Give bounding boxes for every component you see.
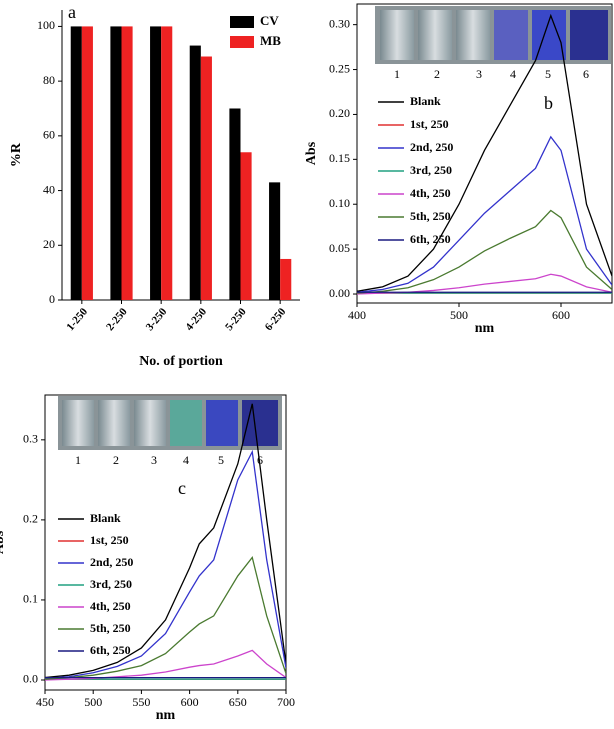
chart-panel: 0.00 0.05 0.10 0.15 0.20 0.25 0.30 Abs nm 400 500 6… [304, 3, 613, 336]
inset-label: 4 [183, 453, 189, 467]
line-series [45, 449, 286, 680]
y-tick-label: 0.0 [23, 672, 38, 686]
bar [161, 26, 173, 300]
y-tick-label: 40 [43, 182, 55, 196]
x-tick-label: 600 [552, 308, 570, 322]
y-tick-label: 0 [49, 292, 55, 306]
bar [110, 26, 122, 300]
bar [70, 26, 82, 300]
legend-label: 4th, 250 [90, 599, 131, 613]
legend-label: Blank [410, 94, 441, 108]
y-tick-label: 0.30 [329, 16, 350, 30]
bar [189, 45, 201, 300]
x-tick-label: 3-250 [144, 305, 170, 333]
panel-label: a [68, 2, 76, 22]
photo-inset [375, 6, 611, 64]
x-axis-label: No. of portion [139, 354, 223, 369]
chart-panel: 0.0 0.1 0.2 0.3 Abs nm 450 500 550 600 650 700 1 2 3 4 5… [0, 394, 295, 723]
inset-label: 6 [583, 67, 589, 81]
x-axis-label: nm [156, 708, 176, 723]
inset-label: 3 [476, 67, 482, 81]
y-tick-label: 0.20 [329, 106, 350, 120]
x-tick-label: 600 [181, 695, 199, 709]
inset-label: 5 [218, 453, 224, 467]
legend-label: 3rd, 250 [90, 577, 132, 591]
line-series [357, 135, 612, 293]
legend-label: 6th, 250 [90, 643, 131, 657]
line-series [45, 403, 286, 679]
plot-frame [356, 3, 613, 304]
y-tick-label: 80 [43, 73, 55, 87]
bar [229, 108, 241, 300]
legend-label: 5th, 250 [410, 209, 451, 223]
y-axis-label: Abs [0, 530, 7, 554]
x-axis-label: nm [475, 321, 495, 336]
plot-frame [44, 394, 287, 691]
x-tick-label: 400 [348, 308, 366, 322]
line-series [357, 209, 612, 294]
bar [150, 26, 162, 300]
legend-label: 1st, 250 [90, 533, 129, 547]
legend-swatch [230, 16, 254, 28]
y-tick-label: 0.3 [23, 432, 38, 446]
legend-label: Blank [90, 511, 121, 525]
inset-label: 5 [545, 67, 551, 81]
x-tick-label: 500 [84, 695, 102, 709]
y-axis-label: Abs [304, 141, 319, 165]
legend-label: 2nd, 250 [410, 140, 453, 154]
legend-label: 5th, 250 [90, 621, 131, 635]
legend-label: 1st, 250 [410, 117, 449, 131]
inset-label: 2 [434, 67, 440, 81]
panel-label: b [544, 93, 553, 113]
legend-label: 4th, 250 [410, 186, 451, 200]
x-tick-label: 4-250 [183, 305, 209, 333]
legend-label: 3rd, 250 [410, 163, 452, 177]
x-tick-label: 450 [36, 695, 54, 709]
inset-label: 1 [75, 453, 81, 467]
y-tick-label: 60 [43, 128, 55, 142]
inset-label: 3 [151, 453, 157, 467]
y-tick-label: 0.25 [329, 61, 350, 75]
y-tick-label: 0.05 [329, 241, 350, 255]
chart-panel: 0 20 40 60 80 100 %R No. of portion a 1-250 2-250 3… [9, 2, 300, 369]
y-tick-label: 0.10 [329, 196, 350, 210]
y-tick-label: 0.15 [329, 151, 350, 165]
x-tick-label: 500 [450, 308, 468, 322]
legend-label: 6th, 250 [410, 232, 451, 246]
bar [240, 152, 252, 300]
legend-label: MB [260, 33, 281, 48]
bar [269, 182, 281, 300]
x-tick-label: 1-250 [64, 305, 90, 333]
x-tick-label: 5-250 [223, 305, 249, 333]
x-tick-label: 6-250 [263, 305, 289, 333]
y-tick-label: 0.1 [23, 592, 38, 606]
bar [200, 56, 212, 301]
inset-label: 1 [394, 67, 400, 81]
legend-swatch [230, 36, 254, 48]
x-tick-label: 2-250 [104, 305, 130, 333]
inset-label: 4 [510, 67, 516, 81]
y-tick-label: 100 [37, 18, 55, 32]
photo-inset [58, 396, 282, 450]
line-series [45, 649, 286, 681]
y-axis-label: %R [9, 142, 24, 167]
inset-label: 6 [257, 453, 263, 467]
y-tick-label: 20 [43, 237, 55, 251]
legend-label: 2nd, 250 [90, 555, 133, 569]
x-tick-label: 550 [132, 695, 150, 709]
y-tick-label: 0.00 [329, 286, 350, 300]
bar [121, 26, 133, 300]
x-tick-label: 650 [229, 695, 247, 709]
y-tick-label: 0.2 [23, 512, 38, 526]
panel-label: c [178, 478, 186, 498]
line-series [357, 13, 612, 292]
line-series [45, 556, 286, 680]
x-tick-label: 700 [277, 695, 295, 709]
line-series [357, 273, 612, 295]
legend-label: CV [260, 13, 279, 28]
inset-label: 2 [113, 453, 119, 467]
bar [81, 26, 93, 300]
bar [280, 258, 292, 300]
